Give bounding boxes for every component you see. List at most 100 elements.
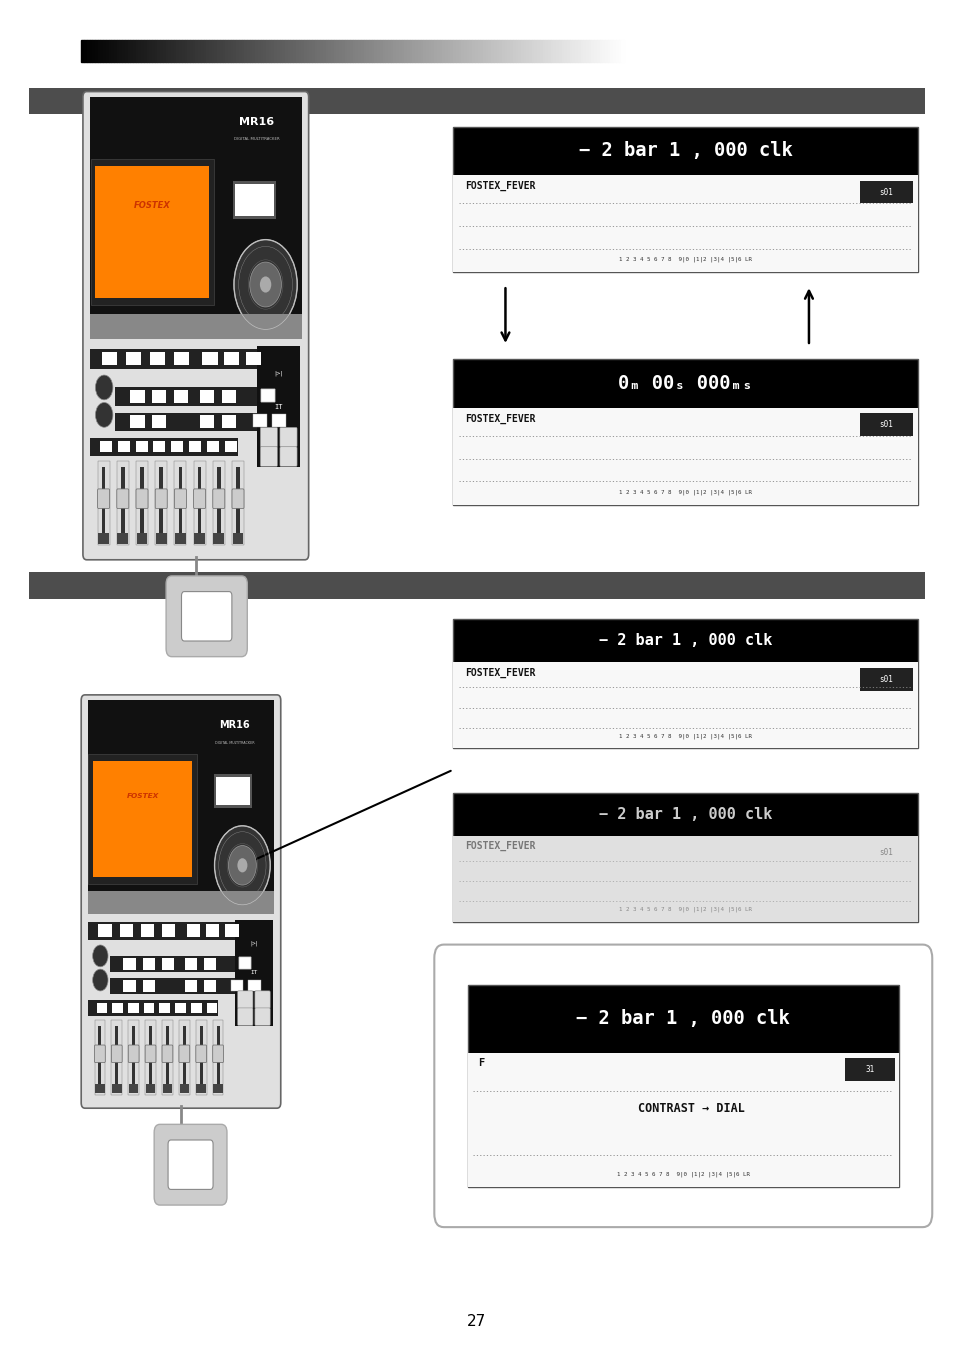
Bar bbox=[121, 467, 125, 539]
Bar bbox=[344, 41, 347, 62]
Bar bbox=[444, 41, 447, 62]
Bar bbox=[87, 41, 90, 62]
Bar bbox=[314, 41, 317, 62]
Bar bbox=[256, 346, 300, 467]
Bar bbox=[150, 351, 165, 366]
Bar bbox=[404, 41, 407, 62]
FancyBboxPatch shape bbox=[162, 1046, 172, 1063]
Bar bbox=[94, 1020, 105, 1094]
Bar bbox=[102, 351, 117, 366]
Bar bbox=[298, 41, 301, 62]
Bar bbox=[234, 184, 274, 216]
Text: s01: s01 bbox=[879, 848, 893, 857]
Text: − 2 bar 1 , 000 clk: − 2 bar 1 , 000 clk bbox=[578, 142, 792, 161]
Text: FOSTEX_FEVER: FOSTEX_FEVER bbox=[464, 667, 535, 678]
FancyBboxPatch shape bbox=[195, 1046, 207, 1063]
Bar bbox=[531, 41, 534, 62]
Bar bbox=[153, 440, 165, 453]
Bar bbox=[610, 41, 613, 62]
Bar bbox=[112, 1085, 121, 1093]
Bar bbox=[453, 662, 917, 748]
Text: |>|: |>| bbox=[274, 370, 283, 376]
Bar bbox=[572, 41, 575, 62]
Bar bbox=[198, 41, 201, 62]
Bar bbox=[116, 461, 129, 546]
Bar bbox=[168, 41, 171, 62]
Bar bbox=[494, 41, 496, 62]
Bar bbox=[379, 41, 382, 62]
Circle shape bbox=[95, 376, 112, 400]
Bar bbox=[276, 41, 279, 62]
Bar bbox=[469, 41, 472, 62]
Bar bbox=[453, 793, 917, 921]
Text: DIGITAL MULTITRACKER: DIGITAL MULTITRACKER bbox=[214, 740, 254, 744]
Bar bbox=[501, 41, 504, 62]
FancyBboxPatch shape bbox=[83, 92, 309, 559]
Bar bbox=[566, 41, 569, 62]
Bar bbox=[488, 41, 491, 62]
Bar bbox=[618, 41, 620, 62]
Bar bbox=[236, 467, 239, 539]
Bar bbox=[95, 166, 209, 299]
Bar bbox=[439, 41, 442, 62]
Bar bbox=[162, 1020, 172, 1094]
Bar bbox=[601, 41, 604, 62]
Bar bbox=[353, 41, 355, 62]
Bar bbox=[859, 181, 912, 204]
Bar bbox=[123, 958, 135, 970]
Bar bbox=[145, 1020, 155, 1094]
Text: 1 2 3 4 5 6 7 8  9|0 |1|2 |3|4 |5|6 LR: 1 2 3 4 5 6 7 8 9|0 |1|2 |3|4 |5|6 LR bbox=[618, 734, 751, 739]
Bar bbox=[119, 41, 122, 62]
FancyBboxPatch shape bbox=[155, 489, 167, 508]
Bar bbox=[388, 41, 391, 62]
Bar bbox=[250, 41, 253, 62]
Bar bbox=[144, 1002, 154, 1013]
Bar bbox=[126, 351, 141, 366]
Bar bbox=[376, 41, 379, 62]
Bar bbox=[206, 924, 219, 936]
Bar bbox=[269, 41, 271, 62]
Bar bbox=[295, 41, 298, 62]
Bar bbox=[100, 440, 112, 453]
Bar bbox=[30, 88, 923, 115]
Bar bbox=[428, 41, 431, 62]
Bar bbox=[322, 41, 325, 62]
FancyBboxPatch shape bbox=[174, 489, 186, 508]
Bar bbox=[238, 958, 251, 969]
Bar bbox=[172, 440, 183, 453]
Bar bbox=[206, 41, 209, 62]
Bar bbox=[246, 351, 261, 366]
Bar bbox=[183, 1027, 186, 1089]
Bar bbox=[150, 41, 152, 62]
Bar bbox=[231, 41, 233, 62]
FancyBboxPatch shape bbox=[179, 1046, 190, 1063]
Bar bbox=[306, 41, 309, 62]
Bar bbox=[187, 924, 200, 936]
Bar bbox=[91, 159, 213, 305]
Bar bbox=[112, 1020, 122, 1094]
Bar bbox=[234, 920, 273, 1027]
Bar bbox=[331, 41, 334, 62]
Bar bbox=[547, 41, 550, 62]
Bar bbox=[325, 41, 328, 62]
Text: FOSTEX: FOSTEX bbox=[127, 793, 158, 798]
Bar bbox=[117, 440, 130, 453]
Bar bbox=[479, 41, 482, 62]
Bar bbox=[453, 127, 917, 272]
Bar bbox=[136, 534, 148, 543]
Text: 1 2 3 4 5 6 7 8  9|0 |1|2 |3|4 |5|6 LR: 1 2 3 4 5 6 7 8 9|0 |1|2 |3|4 |5|6 LR bbox=[618, 489, 751, 496]
Bar bbox=[131, 415, 144, 428]
Bar bbox=[152, 415, 166, 428]
Bar bbox=[235, 41, 238, 62]
Bar bbox=[201, 41, 203, 62]
Bar bbox=[163, 41, 166, 62]
Bar bbox=[553, 41, 556, 62]
Bar bbox=[423, 41, 426, 62]
Bar bbox=[604, 41, 607, 62]
Bar bbox=[195, 1020, 206, 1094]
Bar bbox=[90, 349, 264, 369]
Bar bbox=[92, 41, 95, 62]
Bar bbox=[152, 390, 166, 403]
Bar bbox=[304, 41, 306, 62]
FancyBboxPatch shape bbox=[154, 1124, 227, 1205]
